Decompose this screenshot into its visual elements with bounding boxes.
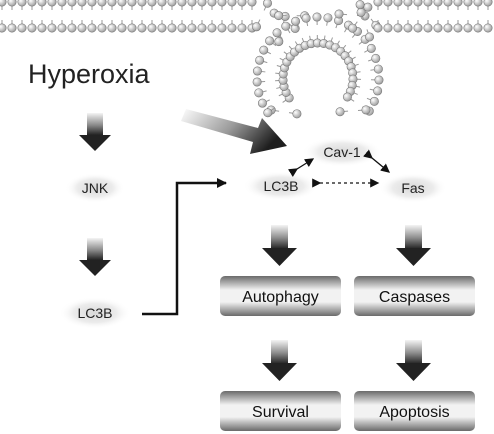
arrow-to-caspases [396, 225, 431, 266]
fas-label: Fas [401, 180, 424, 196]
apoptosis-box: Apoptosis [354, 391, 475, 431]
apoptosis-label: Apoptosis [379, 404, 449, 421]
arrow-to-autophagy [262, 225, 297, 266]
cav1-fas-interaction-arrow [363, 149, 391, 173]
cav1-label: Cav-1 [323, 144, 361, 160]
arrow-to-lc3b-left [79, 238, 111, 276]
autophagy-label: Autophagy [242, 289, 319, 306]
caspases-label: Caspases [379, 289, 450, 306]
arrow-to-survival [262, 340, 297, 381]
cav1-lc3b-interaction-arrow [287, 158, 315, 177]
lc3b-left-label: LC3B [77, 305, 112, 321]
lc3b-connector-arrow [142, 178, 227, 316]
lc3b-right-label: LC3B [263, 178, 298, 194]
survival-box: Survival [220, 391, 341, 431]
autophagy-box: Autophagy [220, 276, 341, 316]
arrow-to-jnk [79, 113, 111, 151]
cell-membrane [0, 0, 493, 119]
survival-label: Survival [252, 404, 309, 421]
hyperoxia-arrow [181, 109, 287, 154]
jnk-label: JNK [82, 180, 109, 196]
caspases-box: Caspases [354, 276, 475, 316]
arrow-to-apoptosis [396, 340, 431, 381]
hyperoxia-label: Hyperoxia [28, 59, 151, 89]
